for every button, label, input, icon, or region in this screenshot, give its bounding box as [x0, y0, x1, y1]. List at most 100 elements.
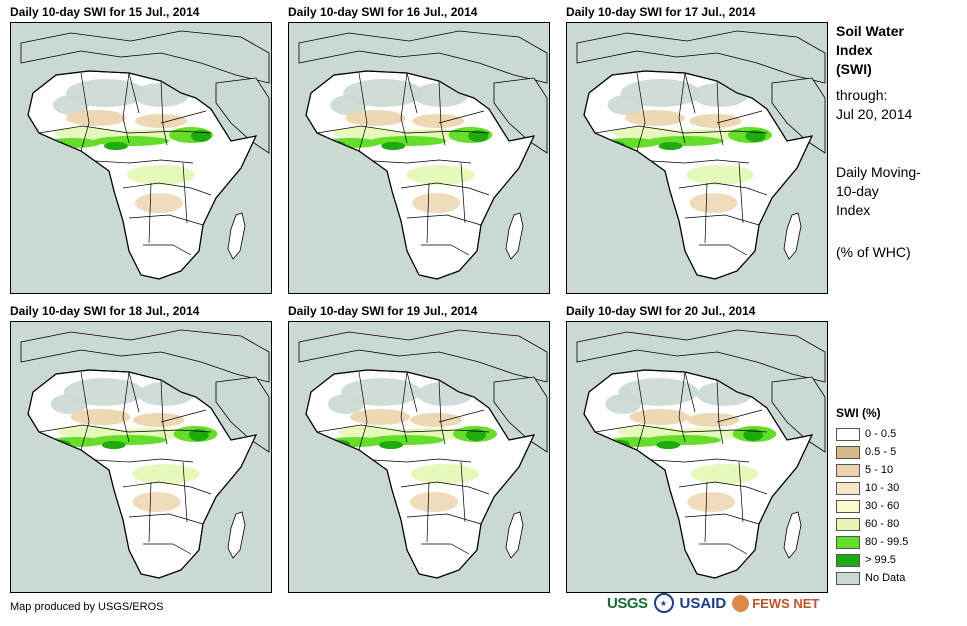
- panel-title: Daily 10-day SWI for 18 Jul., 2014: [10, 304, 200, 318]
- swi-zone-dry: [132, 413, 185, 427]
- swi-zone-saturated: [468, 130, 489, 142]
- arabia-outline: [493, 77, 548, 154]
- country-border: [421, 543, 470, 555]
- swi-zone-desert: [607, 95, 644, 115]
- through-label: through:: [836, 87, 888, 103]
- swi-zone-wet: [93, 136, 169, 146]
- swi-zone-dry: [66, 110, 126, 126]
- legend-item: No Data: [836, 569, 908, 587]
- swi-zone-moist: [406, 165, 475, 185]
- swi-zone-saturated: [745, 130, 766, 142]
- legend-swatch: [836, 553, 860, 567]
- country-border: [400, 371, 408, 443]
- country-border: [716, 409, 763, 423]
- europe-outline: [20, 30, 270, 84]
- legend-label: > 99.5: [865, 554, 896, 566]
- legend-label: 30 - 60: [865, 500, 900, 512]
- country-border: [406, 72, 418, 114]
- swi-zone-dry: [70, 409, 131, 425]
- madagascar-landmass: [783, 212, 802, 260]
- swi-zone-moist: [131, 464, 200, 484]
- logo-strip: USGS ★ USAID FEWS NET: [607, 593, 819, 613]
- fews-net-logo: FEWS NET: [732, 594, 820, 612]
- country-border: [143, 244, 192, 256]
- swi-zone-moist: [58, 426, 123, 438]
- legend-label: 10 - 30: [865, 482, 900, 494]
- arabia-outline: [771, 376, 826, 453]
- index-title-line: Index: [836, 42, 873, 58]
- africa-coastline: [583, 70, 814, 280]
- country-border: [316, 125, 490, 134]
- legend-swatch: [836, 535, 860, 549]
- swi-zone-desert: [50, 394, 87, 414]
- map-panel-5: Daily 10-day SWI for 19 Jul., 2014: [288, 304, 550, 594]
- country-border: [678, 182, 768, 196]
- map-panel-1: Daily 10-day SWI for 15 Jul., 2014: [10, 5, 272, 295]
- country-border: [358, 72, 368, 152]
- arabia-outline: [771, 77, 826, 154]
- country-border: [406, 513, 482, 525]
- country-border: [160, 110, 207, 124]
- legend-label: 80 - 99.5: [865, 536, 909, 548]
- arabia-outline: [215, 376, 270, 453]
- country-border: [182, 461, 188, 523]
- map-frame: [10, 321, 272, 593]
- country-border: [400, 481, 490, 495]
- country-border: [438, 80, 446, 146]
- country-border: [128, 72, 140, 114]
- country-border: [460, 461, 466, 523]
- madagascar-landmass: [505, 212, 524, 260]
- country-border: [594, 424, 768, 433]
- country-border: [406, 214, 482, 226]
- panel-title: Daily 10-day SWI for 17 Jul., 2014: [566, 5, 756, 19]
- country-border: [122, 72, 130, 144]
- index-title-line: (SWI): [836, 61, 872, 77]
- legend-item: 0 - 0.5: [836, 425, 908, 443]
- legend-item: > 99.5: [836, 551, 908, 569]
- country-border: [716, 379, 724, 445]
- index-title-line: Soil Water: [836, 23, 904, 39]
- map-frame: [10, 22, 272, 294]
- country-border: [699, 244, 748, 256]
- europe-outline: [20, 329, 270, 383]
- map-panel-3: Daily 10-day SWI for 17 Jul., 2014: [566, 5, 828, 295]
- arabia-outline: [493, 376, 548, 453]
- through-date: Jul 20, 2014: [836, 106, 913, 122]
- swi-zone-moist: [411, 464, 479, 484]
- legend-swatch: [836, 517, 860, 531]
- swi-zone-dry: [689, 114, 742, 128]
- swi-zone-saturated: [101, 441, 126, 449]
- fews-net-label: FEWS NET: [752, 595, 820, 611]
- swi-zone-moist: [127, 165, 195, 185]
- swi-zone-moist: [686, 165, 754, 185]
- africa-coastline: [27, 70, 258, 280]
- africa-coastline: [305, 369, 536, 579]
- swi-zone-wet: [370, 136, 447, 146]
- country-border: [406, 371, 418, 413]
- country-border: [372, 458, 472, 463]
- africa-coastline: [27, 369, 258, 579]
- legend-item: 10 - 30: [836, 479, 908, 497]
- country-border: [316, 424, 490, 433]
- swi-zone-desert: [328, 394, 364, 414]
- swi-zone-saturated: [656, 441, 681, 449]
- africa-map: [11, 322, 271, 592]
- madagascar-landmass: [227, 212, 246, 260]
- swi-zone-dry: [135, 193, 183, 213]
- country-border: [182, 162, 188, 224]
- swi-zone-desert: [53, 95, 89, 115]
- legend-label: No Data: [865, 572, 906, 584]
- country-border: [699, 543, 748, 555]
- country-border: [678, 72, 686, 144]
- panel-title: Daily 10-day SWI for 15 Jul., 2014: [10, 5, 200, 19]
- country-border: [716, 80, 724, 146]
- country-border: [684, 214, 760, 226]
- country-border: [128, 371, 140, 413]
- units-label: (% of WHC): [836, 244, 911, 260]
- map-panel-6: Daily 10-day SWI for 20 Jul., 2014: [566, 304, 828, 594]
- country-border: [122, 371, 130, 443]
- country-border: [122, 481, 212, 495]
- map-panel-2: Daily 10-day SWI for 16 Jul., 2014: [288, 5, 550, 295]
- legend-item: 60 - 80: [836, 515, 908, 533]
- country-border: [636, 371, 646, 451]
